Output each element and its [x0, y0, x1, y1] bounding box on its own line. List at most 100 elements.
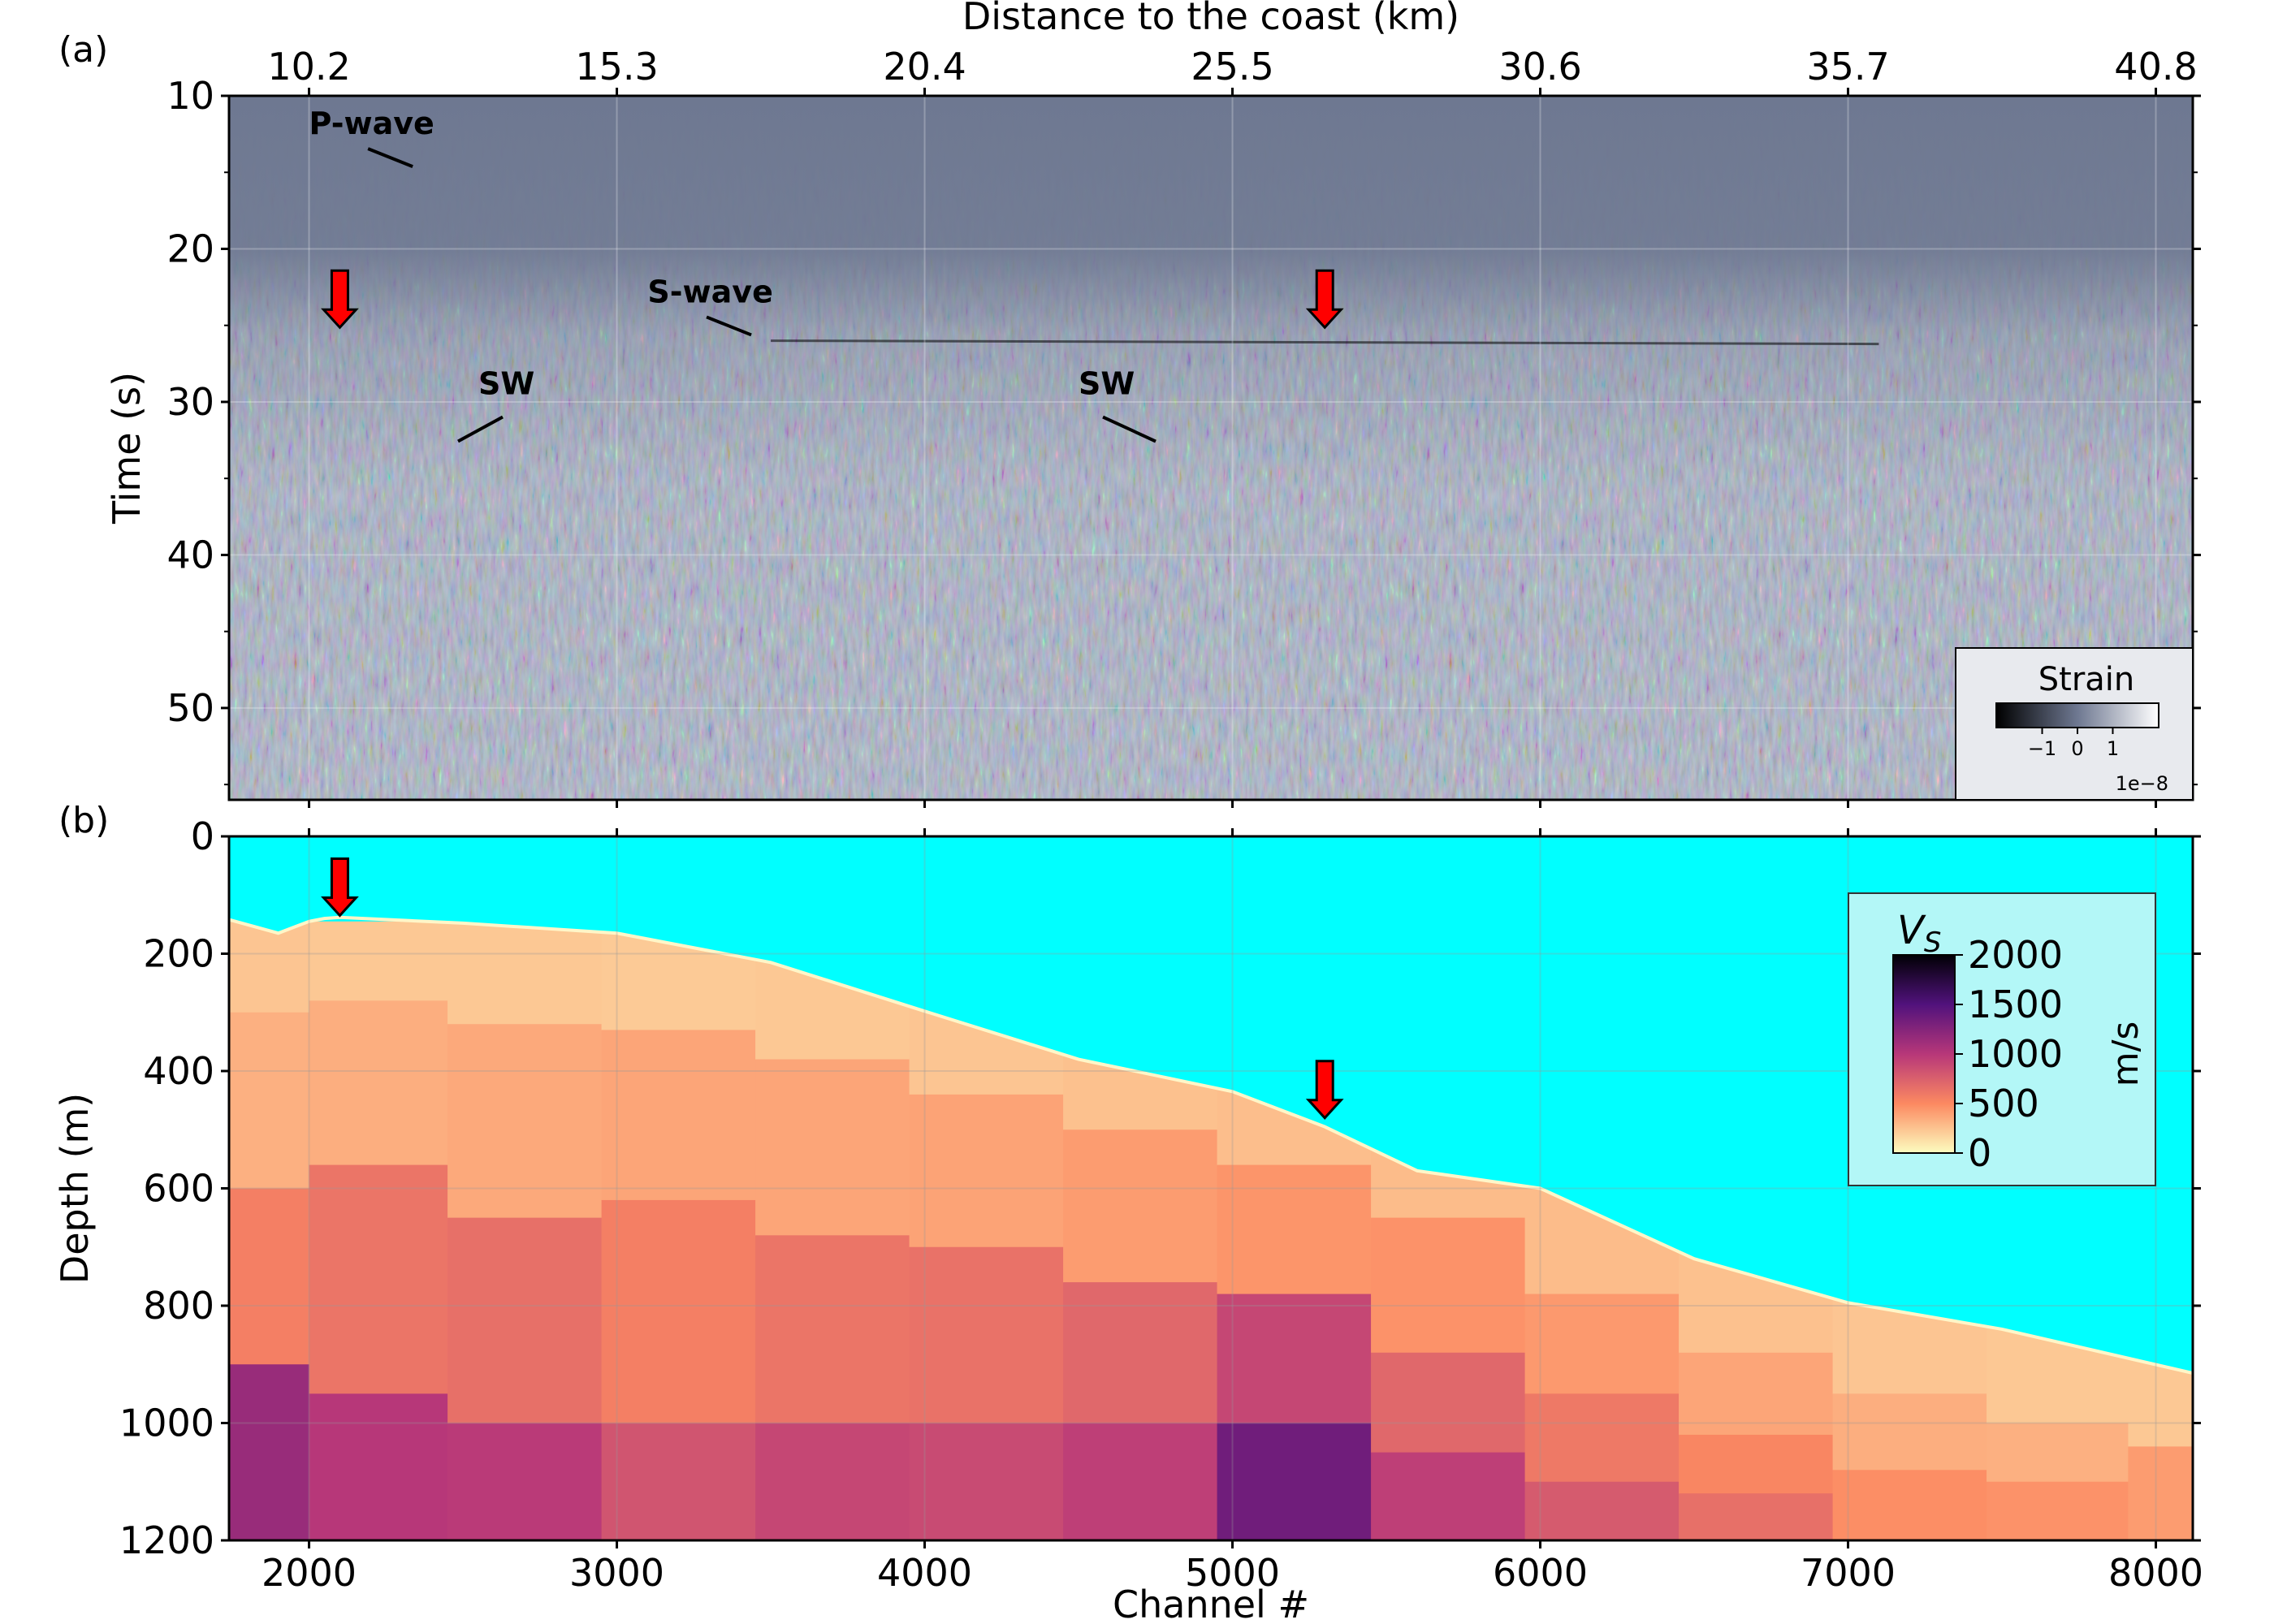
vs-column — [1832, 1298, 1987, 1540]
top-tick-label: 25.5 — [1191, 45, 1273, 89]
vs-column — [2128, 1358, 2193, 1540]
vs-column — [447, 922, 603, 1540]
vs-cell — [1217, 1294, 1372, 1424]
vs-column — [1679, 1251, 1834, 1540]
vs-cell — [1371, 1452, 1526, 1540]
vs-cell — [1679, 1493, 1834, 1540]
vs-cell — [2128, 1446, 2193, 1540]
x-tick-label: 5000 — [1185, 1551, 1280, 1595]
vs-cell — [909, 1094, 1064, 1248]
top-tick-label: 10.2 — [267, 45, 350, 89]
colorbar-tick-label: 0 — [2071, 737, 2083, 760]
colorbar-tick-label: 500 — [1968, 1082, 2039, 1125]
annotation-leader — [1102, 415, 1156, 443]
vs-cell — [1679, 1352, 1834, 1436]
y-tick-label: 1000 — [119, 1402, 214, 1445]
red-arrow-marker — [1305, 1060, 1344, 1121]
vs-cell — [1987, 1481, 2129, 1540]
vs-cell — [1371, 1217, 1526, 1354]
vs-colorbar-ticks: 0 500 1000 1500 2000 — [1955, 933, 2063, 1175]
vs-cell — [1524, 1481, 1680, 1540]
vs-cell — [909, 1423, 1064, 1540]
vs-column — [1063, 1054, 1218, 1540]
vs-cell — [447, 922, 603, 1025]
vs-cell — [309, 1164, 448, 1394]
vs-cell — [229, 919, 310, 1013]
x-tick-label: 3000 — [569, 1551, 664, 1595]
panel-b-x-axis-label: Channel # — [1113, 1583, 1309, 1624]
x-tick-label: 4000 — [877, 1551, 972, 1595]
vs-cell — [909, 1246, 1064, 1424]
vs-cell — [601, 1030, 756, 1201]
vs-cell — [309, 921, 448, 1001]
annotation-label: SW — [478, 366, 534, 402]
y-tick-label: 600 — [143, 1167, 214, 1211]
colorbar-tick-label: 2000 — [1968, 933, 2063, 977]
top-tick-label: 20.4 — [883, 45, 966, 89]
top-tick-label: 30.6 — [1498, 45, 1581, 89]
top-tick-label: 35.7 — [1806, 45, 1889, 89]
vs-cell — [601, 1199, 756, 1424]
colorbar-tick-label: 0 — [1968, 1131, 1991, 1175]
vs-column — [229, 919, 310, 1540]
top-tick-label: 15.3 — [575, 45, 658, 89]
vs-colorbar-unit: m/s — [2105, 1021, 2146, 1087]
x-tick-label: 6000 — [1493, 1551, 1588, 1595]
vs-colorbar-title: VS — [1897, 908, 1941, 959]
annotation-leader — [457, 415, 504, 443]
annotation-label: P-wave — [309, 106, 434, 141]
x-tick-label: 8000 — [2108, 1551, 2203, 1595]
red-arrow-marker — [321, 269, 359, 330]
y-tick-label: 800 — [143, 1284, 214, 1328]
vs-cell — [447, 1217, 603, 1424]
strain-colorbar: Strain −1 0 1 1e−8 — [1955, 647, 2194, 801]
vs-cell — [229, 1012, 310, 1190]
vs-model-columns — [229, 836, 2193, 1540]
vs-cell — [1524, 1393, 1680, 1483]
panel-a-label: (a) — [58, 29, 108, 71]
y-tick-label: 20 — [166, 227, 214, 270]
vs-colorbar-bar — [1892, 954, 1956, 1154]
panel-b-label: (b) — [58, 800, 109, 841]
s-wave-arrival-line — [771, 339, 1879, 346]
strain-colorbar-multiplier: 1e−8 — [2116, 772, 2168, 795]
y-tick-label: 50 — [166, 686, 214, 730]
strain-colorbar-label: Strain — [2038, 661, 2135, 698]
vs-cell — [1987, 1423, 2129, 1483]
seafloor-line — [229, 915, 2193, 1376]
vs-cell — [755, 1059, 910, 1236]
red-arrow-marker — [1305, 269, 1344, 330]
vs-column — [601, 931, 756, 1540]
vs-column — [1217, 1088, 1372, 1540]
y-tick-label: 0 — [191, 814, 214, 858]
vs-cell — [309, 1393, 448, 1540]
panel-a-y-axis-label: Time (s) — [105, 372, 149, 525]
annotation-leader — [367, 147, 413, 168]
y-tick-label: 200 — [143, 932, 214, 976]
panel-a-frame — [227, 94, 2194, 801]
annotation-leader — [706, 315, 752, 337]
panel-b-arrows — [321, 857, 1344, 1121]
colorbar-tick-label: −1 — [2028, 737, 2056, 760]
vs-cell — [601, 1423, 756, 1540]
panel-b-ticks: 2000 3000 4000 5000 6000 7000 8000020040060080… — [119, 814, 2203, 1595]
y-tick-label: 40 — [166, 533, 214, 577]
vs-cell — [755, 1423, 910, 1540]
vs-cell — [1371, 1352, 1526, 1453]
panel-a-annotations: P-wave S-wave SW SW — [309, 106, 1156, 443]
panel-a-top-axis-label: Distance to the coast (km) — [962, 0, 1459, 38]
panel-b-y-axis-label: Depth (m) — [53, 1093, 97, 1284]
panel-a-gridlines — [229, 96, 2193, 800]
vs-cell — [2128, 1358, 2193, 1447]
vs-cell — [1063, 1282, 1218, 1424]
vs-cell — [1217, 1423, 1372, 1540]
vs-colorbar: VS 0 500 1000 1500 2000 m/s — [1848, 892, 2156, 1186]
vs-column — [309, 921, 448, 1540]
red-arrow-marker — [321, 857, 359, 918]
vs-cell — [447, 1423, 603, 1540]
top-tick-label: 40.8 — [2114, 45, 2197, 89]
colorbar-tick-label: 1000 — [1968, 1032, 2063, 1076]
annotation-label: S-wave — [647, 274, 772, 309]
